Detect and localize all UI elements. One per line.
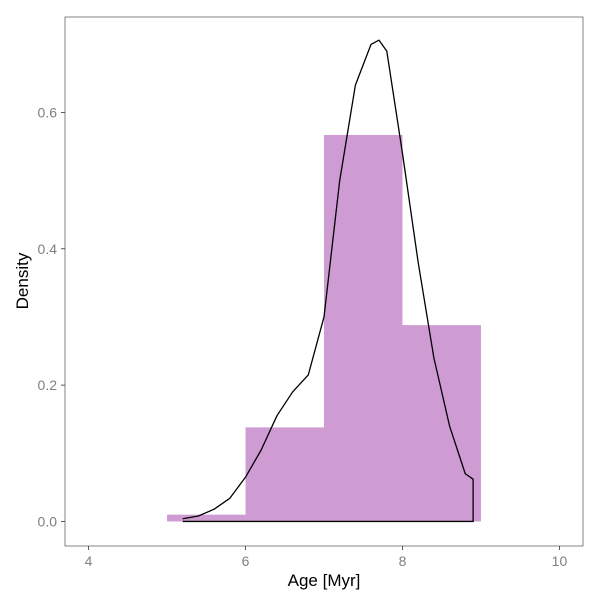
x-tick-label-4: 4	[85, 553, 93, 569]
density-curve-layer	[182, 39, 474, 523]
histogram-bar-0	[167, 514, 246, 522]
histogram-bar-2	[324, 134, 403, 522]
y-tick-label-0.0: 0.0	[38, 513, 58, 529]
x-tick-label-8: 8	[399, 553, 407, 569]
histogram-bar-3	[402, 325, 481, 522]
histogram-bars	[167, 134, 481, 522]
y-tick-label-0.6: 0.6	[38, 104, 58, 120]
x-axis-ticks: 4 6 8 10	[85, 546, 568, 569]
y-axis-ticks: 0.0 0.2 0.4 0.6	[38, 104, 65, 529]
x-tick-label-6: 6	[242, 553, 250, 569]
histogram-bar-1	[245, 427, 324, 522]
x-tick-label-10: 10	[552, 553, 568, 569]
y-tick-label-0.2: 0.2	[38, 377, 58, 393]
y-axis-title: Density	[13, 252, 32, 309]
y-tick-label-0.4: 0.4	[38, 241, 58, 257]
x-axis-title: Age [Myr]	[288, 571, 361, 590]
density-curve	[182, 39, 474, 523]
